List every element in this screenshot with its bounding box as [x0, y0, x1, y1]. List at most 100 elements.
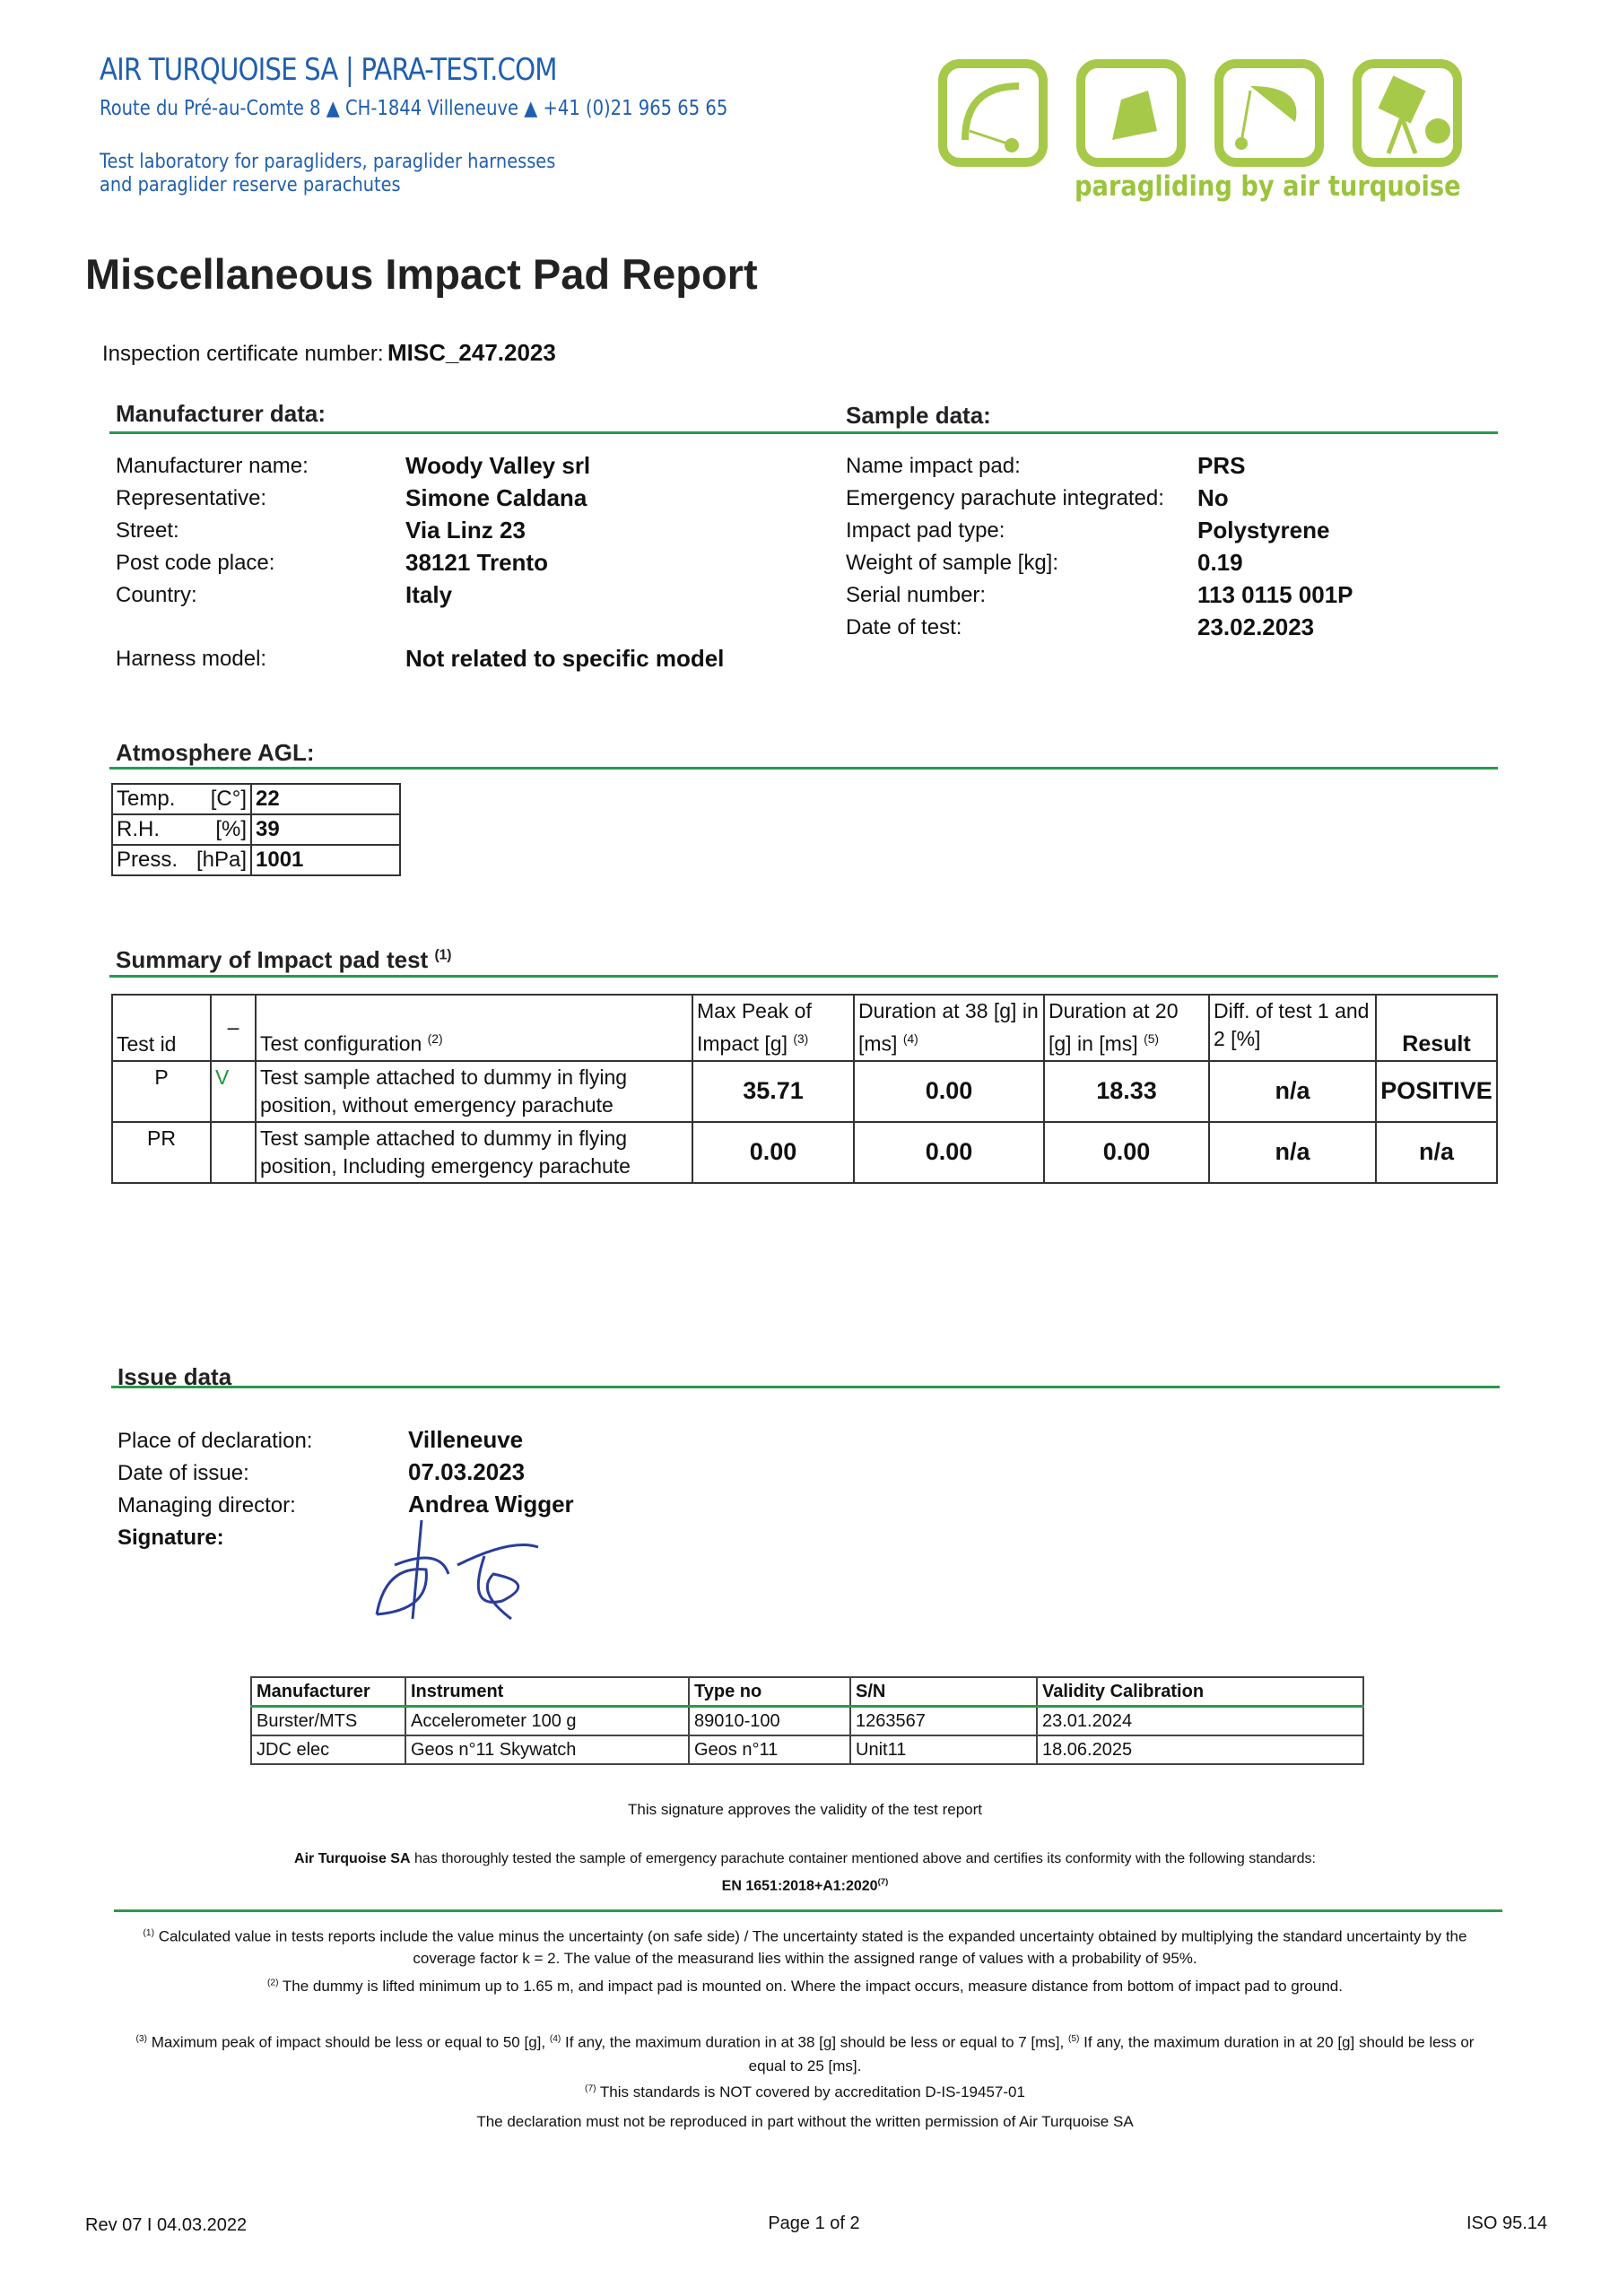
divider — [109, 767, 1498, 770]
diff: n/a — [1208, 1120, 1377, 1184]
cell: Unit11 — [849, 1735, 1038, 1765]
field-label: Manufacturer name: — [116, 454, 309, 478]
result: n/a — [1375, 1120, 1498, 1184]
col-duration-38: Duration at 38 [g] in [ms] (4) — [853, 994, 1045, 1062]
cell: Geos n°11 Skywatch — [405, 1735, 690, 1765]
pressure-value: 1001 — [250, 844, 401, 876]
summary-title: Summary of Impact pad test — [116, 946, 429, 973]
sample-weight: 0.19 — [1197, 549, 1243, 576]
cell: 89010-100 — [688, 1705, 851, 1736]
col-manufacturer: Manufacturer — [250, 1676, 406, 1708]
header-label: Duration at 20 [g] in [ms] — [1049, 999, 1179, 1056]
field-label: Country: — [116, 583, 197, 607]
field-label: Managing director: — [117, 1493, 296, 1518]
country: Italy — [405, 581, 453, 608]
header-label: Duration at 38 [g] in [ms] — [858, 999, 1039, 1056]
field-label: Post code place: — [116, 551, 275, 575]
duration-38: 0.00 — [853, 1120, 1045, 1184]
logo-tagline: paragliding by air turquoise — [1075, 170, 1461, 203]
declaration-note: The declaration must not be reproduced i… — [476, 2113, 1134, 2130]
footnote-ref: (2) — [267, 1978, 279, 1988]
col-validity: Validity Calibration — [1036, 1676, 1364, 1708]
paraglider-icon — [938, 59, 1048, 167]
footnote-text: If any, the maximum duration in at 38 [g… — [561, 2033, 1068, 2051]
header-label: – — [227, 1015, 239, 1039]
signature-note: This signature approves the validity of … — [628, 1801, 982, 1818]
footnote-text: Maximum peak of impact should be less or… — [146, 2033, 550, 2051]
field-label: Date of issue: — [117, 1461, 249, 1485]
revision: Rev 07 I 04.03.2022 — [85, 2215, 248, 2235]
standard: EN 1651:2018+A1:2020(7) — [0, 1877, 1610, 1894]
col-sn: S/N — [849, 1676, 1038, 1708]
post-code-place: 38121 Trento — [405, 549, 548, 576]
duration-20: 0.00 — [1043, 1120, 1210, 1184]
place-of-declaration: Villeneuve — [408, 1426, 524, 1453]
instrument-table: Manufacturer Instrument Type no S/N Vali… — [250, 1676, 1364, 1765]
footnote-2: (2) The dummy is lifted minimum up to 1.… — [0, 1978, 1610, 1996]
header-label: Test configuration — [260, 1031, 422, 1056]
field-label: Impact pad type: — [846, 518, 1005, 543]
cell: JDC elec — [250, 1735, 406, 1765]
signature-label: Signature: — [117, 1526, 224, 1550]
impact-pad-type: Polystyrene — [1197, 517, 1330, 544]
table-row: JDC elec Geos n°11 Skywatch Geos n°11 Unit1… — [250, 1735, 1364, 1765]
check-mark — [210, 1120, 257, 1184]
footnote-ref: (2) — [427, 1032, 443, 1046]
footnote-ref: (1) — [434, 947, 452, 963]
company: Air Turquoise SA — [294, 1851, 411, 1866]
test-id: P — [111, 1059, 212, 1123]
unit: [hPa] — [196, 848, 247, 872]
field-label: Serial number: — [846, 583, 987, 607]
harness-model: Not related to specific model — [405, 645, 725, 672]
lab-description-line2: and paraglider reserve parachutes — [100, 174, 401, 196]
standard-name: EN 1651:2018+A1:2020 — [721, 1878, 878, 1894]
max-peak: 0.00 — [692, 1120, 855, 1184]
cell: Accelerometer 100 g — [405, 1705, 690, 1736]
divider — [111, 1386, 1500, 1388]
atm-label: Press. [hPa] — [111, 844, 252, 876]
date-of-issue: 07.03.2023 — [408, 1458, 526, 1485]
col-type-no: Type no — [688, 1676, 851, 1708]
col-result: Result — [1375, 994, 1498, 1062]
certification-statement: Air Turquoise SA has thoroughly tested t… — [0, 1851, 1610, 1867]
col-configuration: Test configuration (2) — [255, 994, 693, 1062]
footnote-text: If any, the maximum duration in at 20 [g… — [748, 2033, 1475, 2074]
header-label: Diff. of test 1 and 2 [%] — [1214, 999, 1370, 1050]
summary-table: Test id – Test configuration (2) Max Pea… — [111, 994, 1498, 1184]
field-label: Harness model: — [116, 647, 267, 671]
street: Via Linz 23 — [405, 517, 526, 544]
field-label: Emergency parachute integrated: — [846, 486, 1164, 510]
cell: 18.06.2025 — [1036, 1735, 1364, 1765]
header-label: Result — [1402, 1031, 1471, 1057]
test-id: PR — [111, 1120, 212, 1184]
check-mark: V — [210, 1059, 257, 1123]
field-label: Representative: — [116, 486, 267, 510]
footnote-ref: (5) — [1144, 1032, 1159, 1046]
signature-image — [375, 1519, 539, 1621]
field-label: Weight of sample [kg]: — [846, 551, 1058, 575]
footnote-text: The dummy is lifted minimum up to 1.65 m… — [278, 1978, 1343, 1995]
field-label: Place of declaration: — [117, 1429, 313, 1453]
divider — [109, 975, 1498, 978]
parachute-integrated: No — [1197, 484, 1229, 511]
reserve-parachute-icon — [1214, 59, 1324, 167]
field-label: Name impact pad: — [846, 454, 1021, 478]
unit: [C°] — [210, 787, 247, 811]
table-row: PR Test sample attached to dummy in flyi… — [111, 1120, 1498, 1184]
table-row: Burster/MTS Accelerometer 100 g 89010-100 1… — [250, 1705, 1364, 1736]
divider — [114, 1909, 1502, 1912]
company-address: Route du Pré-au-Comte 8 ▲ CH-1844 Villen… — [100, 97, 728, 120]
page-number: Page 1 of 2 — [768, 2213, 860, 2233]
result: POSITIVE — [1375, 1059, 1498, 1123]
iso-code: ISO 95.14 — [1466, 2213, 1547, 2233]
footnote-ref: (3) — [793, 1032, 809, 1046]
statement: has thoroughly tested the sample of emer… — [410, 1851, 1316, 1866]
cell: 23.01.2024 — [1036, 1705, 1364, 1736]
harness-icon — [1076, 59, 1186, 167]
cell: Geos n°11 — [688, 1735, 851, 1765]
table-row: R.H. [%] 39 — [111, 813, 401, 846]
company-name: AIR TURQUOISE SA | PARA-TEST.COM — [100, 52, 557, 88]
footnote-ref: (4) — [549, 2034, 561, 2044]
col-max-peak: Max Peak of Impact [g] (3) — [692, 994, 855, 1062]
footnote-ref: (4) — [902, 1032, 918, 1046]
